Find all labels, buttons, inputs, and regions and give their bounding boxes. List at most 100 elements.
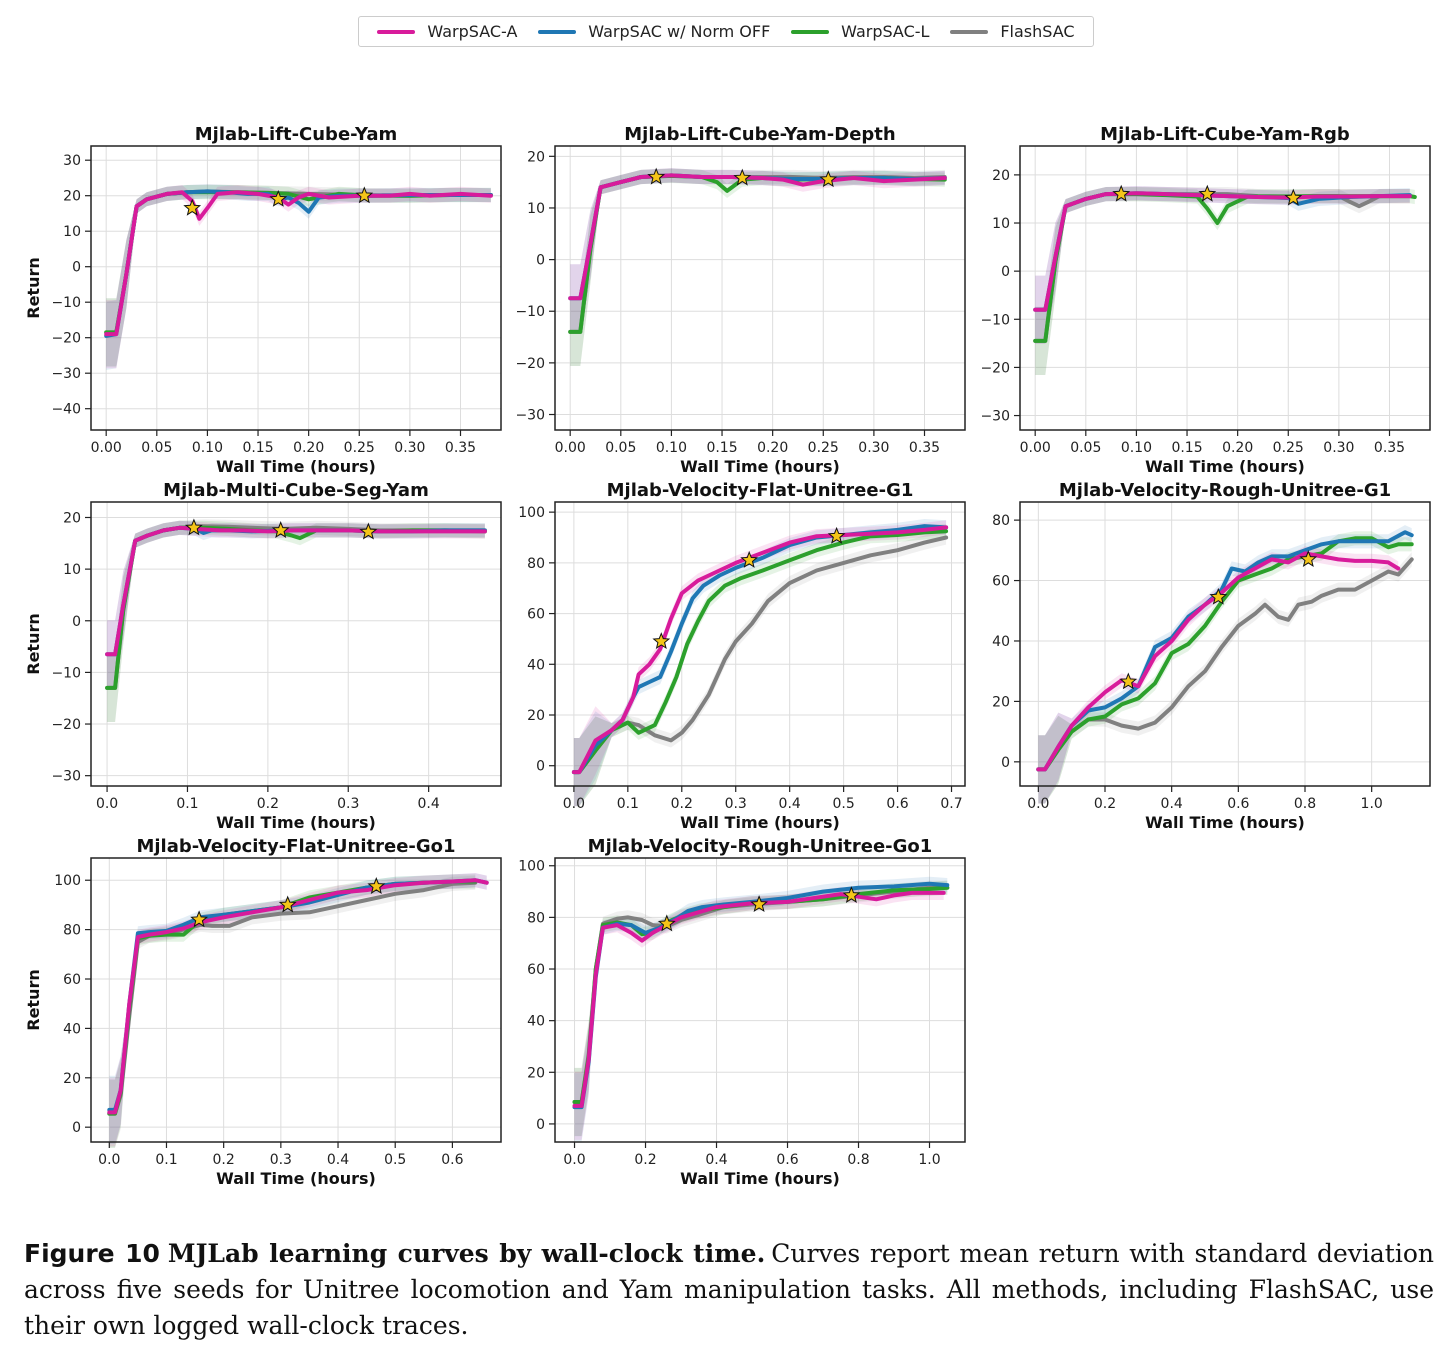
y-tick-label: 60 (63, 972, 81, 988)
chart-title: Mjlab-Velocity-Rough-Unitree-G1 (1059, 480, 1391, 501)
y-tick-label: 20 (527, 708, 545, 724)
y-tick-label: 20 (527, 1065, 545, 1081)
std-band (107, 520, 485, 722)
chart-panel-4: 0.0 0.1 0.2 0.3 0.4 0.5 0.6 0.7 0 20 40 60 80 100 Mjla… (518, 480, 966, 832)
series-line-warpsac-a (107, 878, 489, 1115)
x-axis-label: Wall Time (hours) (216, 457, 376, 476)
x-tick-label: 0.1 (617, 796, 639, 812)
std-band (106, 185, 491, 369)
chart-title: Mjlab-Velocity-Flat-Unitree-G1 (607, 480, 914, 501)
series-line-warpsac-w-norm-off (1036, 530, 1414, 772)
y-tick-label: 20 (527, 149, 545, 165)
y-axis-label: Return (24, 613, 43, 675)
x-tick-label: 0.05 (605, 440, 636, 456)
x-tick-label: 0.8 (1294, 796, 1316, 812)
y-tick-label: −40 (51, 402, 81, 418)
x-axis-label: Wall Time (hours) (1145, 813, 1305, 832)
legend-label: WarpSAC-L (841, 22, 930, 41)
series-line-warpsac-a (572, 890, 946, 1108)
y-tick-label: 0 (72, 614, 81, 630)
axes-frame (90, 145, 502, 431)
std-band (570, 168, 945, 333)
star-marker (740, 550, 759, 568)
axes-frame (1019, 145, 1431, 431)
x-tick-label: 0.2 (1094, 796, 1116, 812)
star-marker (652, 632, 671, 649)
x-axis-label: Wall Time (hours) (680, 813, 840, 832)
y-tick-label: −10 (51, 295, 81, 311)
std-band (109, 875, 476, 1148)
x-tick-label: 0.35 (909, 440, 940, 456)
x-tick-label: 0.3 (337, 796, 359, 812)
x-tick-label: 1.0 (918, 1152, 940, 1168)
legend-swatch (538, 29, 577, 34)
star-marker (190, 910, 208, 928)
x-tick-label: 0.2 (634, 1152, 656, 1168)
x-tick-label: 0.4 (705, 1152, 727, 1168)
x-tick-label: 1.0 (1361, 796, 1383, 812)
y-tick-label: 20 (992, 694, 1010, 710)
x-tick-label: 0.15 (242, 440, 273, 456)
y-tick-label: 40 (527, 657, 545, 673)
x-tick-label: 0.00 (1020, 440, 1051, 456)
chart-title: Mjlab-Multi-Cube-Seg-Yam (163, 480, 429, 501)
std-band (106, 185, 491, 367)
x-tick-label: 0.25 (808, 440, 839, 456)
star-marker (1198, 184, 1217, 202)
legend-swatch (377, 29, 416, 34)
y-tick-label: 10 (63, 562, 81, 578)
std-band (1035, 187, 1410, 375)
x-tick-label: 0.5 (832, 796, 854, 812)
x-tick-label: 0.25 (344, 440, 375, 456)
star-marker (183, 198, 202, 216)
star-marker (278, 895, 297, 913)
series-line-warpsac-a (1033, 191, 1412, 312)
x-axis-label: Wall Time (hours) (1145, 457, 1305, 476)
x-tick-label: 0.4 (1161, 796, 1183, 812)
x-tick-label: 0.4 (327, 1152, 349, 1168)
x-tick-label: 0.2 (213, 1152, 235, 1168)
figure-caption: Figure 10 MJLab learning curves by wall-c… (24, 1236, 1434, 1344)
x-tick-label: 0.05 (141, 440, 172, 456)
axes-frame (554, 857, 966, 1143)
y-tick-label: −20 (980, 360, 1010, 376)
y-tick-label: 20 (992, 168, 1010, 184)
x-tick-label: 0.0 (563, 1152, 585, 1168)
series-line-warpsac-a (571, 525, 949, 775)
series-line-warpsac-w-norm-off (104, 189, 493, 338)
star-marker (185, 518, 203, 536)
star-marker (271, 521, 290, 539)
star-marker (1112, 184, 1131, 202)
x-tick-label: 0.8 (847, 1152, 869, 1168)
y-tick-label: −20 (51, 331, 81, 347)
y-tick-label: −10 (980, 312, 1010, 328)
star-marker (750, 895, 768, 912)
chart-title: Mjlab-Lift-Cube-Yam (195, 124, 398, 145)
x-tick-label: 0.7 (940, 796, 962, 812)
chart-panel-7: 0.0 0.2 0.4 0.6 0.8 1.0 0 20 40 60 80 100 Mjlab-Velo… (518, 836, 966, 1188)
x-tick-label: 0.3 (725, 796, 747, 812)
chart-title: Mjlab-Lift-Cube-Yam-Rgb (1100, 124, 1350, 145)
x-tick-label: 0.30 (1323, 440, 1354, 456)
y-tick-label: 40 (992, 634, 1010, 650)
std-band (573, 519, 947, 807)
legend-label: WarpSAC-A (427, 22, 518, 41)
axes-frame (554, 501, 966, 787)
series-line-warpsac-a (1036, 551, 1401, 772)
y-tick-label: 80 (527, 910, 545, 926)
y-tick-label: 10 (992, 216, 1010, 232)
chart-panel-2: 0.00 0.05 0.10 0.15 0.20 0.25 0.30 0.35 −30 −20 −1… (980, 124, 1431, 476)
std-band (570, 168, 945, 366)
y-tick-label: 60 (527, 607, 545, 623)
chart-panel-0: 0.00 0.05 0.10 0.15 0.20 0.25 0.30 0.35 −40 −30 −2… (24, 124, 502, 476)
series-line-flashsac (104, 189, 493, 335)
star-marker (647, 167, 666, 185)
x-tick-label: 0.6 (776, 1152, 798, 1168)
legend-item-0: WarpSAC-A (377, 22, 517, 41)
std-band (106, 184, 491, 367)
y-tick-label: 0 (72, 1120, 81, 1136)
caption-label: Figure 10 (24, 1239, 160, 1268)
legend-item-2: WarpSAC-L (791, 22, 929, 41)
chart-title: Mjlab-Lift-Cube-Yam-Depth (624, 124, 895, 145)
y-tick-label: 10 (527, 201, 545, 217)
